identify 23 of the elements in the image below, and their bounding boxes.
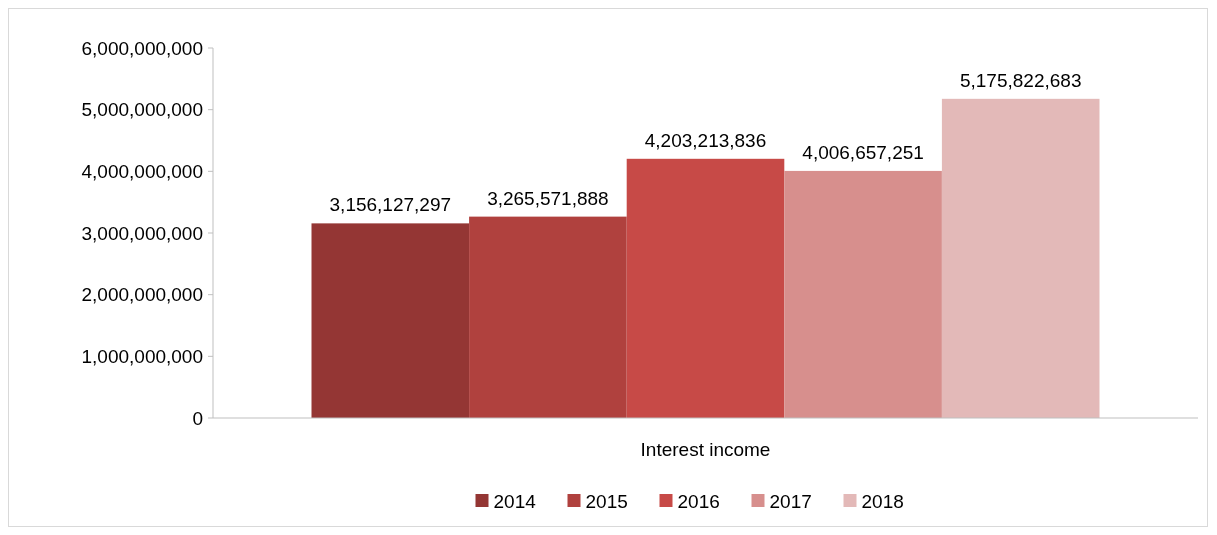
legend-label: 2018 — [861, 490, 904, 512]
data-label: 4,203,213,836 — [644, 129, 767, 151]
legend-label: 2015 — [585, 490, 628, 512]
y-tick-label: 0 — [192, 407, 203, 429]
legend-label: 2016 — [677, 490, 720, 512]
y-tick-label: 4,000,000,000 — [81, 160, 203, 182]
y-tick-label: 6,000,000,000 — [81, 37, 203, 59]
y-tick-label: 2,000,000,000 — [81, 284, 203, 306]
bar — [626, 158, 785, 418]
x-tick-label: Interest income — [640, 439, 771, 460]
data-label: 3,156,127,297 — [329, 194, 452, 216]
y-tick-label: 5,000,000,000 — [81, 99, 203, 121]
data-label: 5,175,822,683 — [959, 69, 1082, 91]
bar — [784, 170, 942, 418]
bar — [469, 216, 627, 418]
bar — [311, 223, 470, 418]
data-label: 4,006,657,251 — [802, 141, 924, 163]
y-tick-label: 3,000,000,000 — [81, 222, 203, 244]
data-label: 3,265,571,888 — [487, 187, 609, 209]
legend-label: 2017 — [769, 490, 812, 512]
bar — [941, 98, 1100, 418]
y-tick-label: 1,000,000,000 — [81, 345, 203, 367]
legend-label: 2014 — [493, 490, 537, 512]
